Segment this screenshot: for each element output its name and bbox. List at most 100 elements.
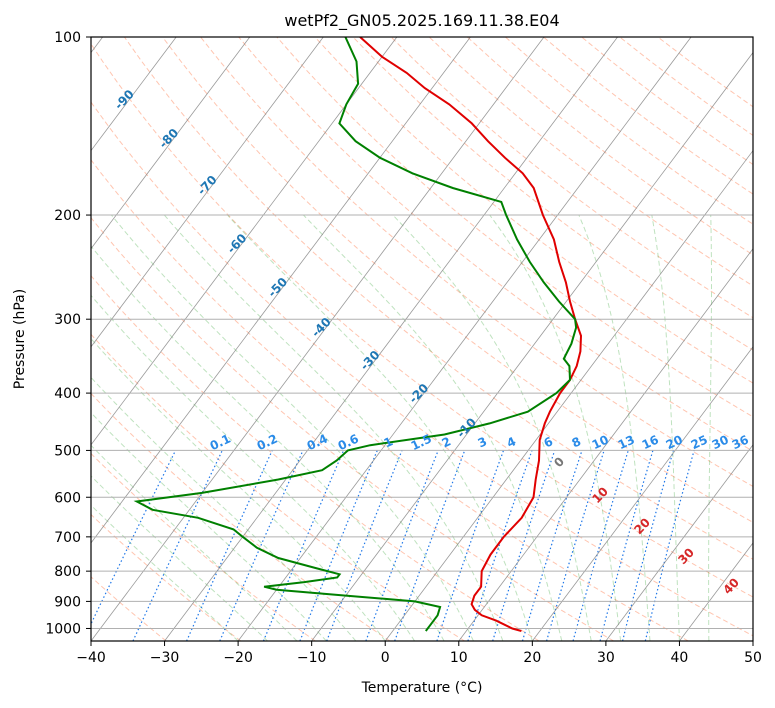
dry-adiabat (123, 37, 753, 560)
mixing-ratio-line (546, 450, 605, 641)
moist-adiabat (578, 214, 651, 641)
mixing-ratio-label: 13 (616, 433, 637, 453)
plot-frame (90, 36, 754, 642)
dry-adiabat-label: -70 (195, 173, 220, 198)
mixing-ratio-line (132, 450, 223, 641)
mixing-ratio-line (572, 450, 629, 641)
dry-adiabat (91, 392, 391, 641)
moist-adiabat-label: 20 (631, 515, 653, 537)
dry-adiabat (91, 159, 689, 641)
isotherm (91, 37, 471, 544)
y-tick-label: 800 (54, 564, 81, 580)
x-tick-label: 40 (671, 650, 689, 666)
mixing-ratio-label: 2 (440, 434, 453, 450)
mixing-ratio-label: 8 (570, 434, 583, 450)
dry-adiabat (91, 101, 753, 637)
dry-adiabat-label: -90 (112, 87, 137, 112)
dry-adiabat (238, 37, 753, 452)
mixing-ratio-line (521, 450, 583, 641)
moist-adiabat (708, 214, 712, 641)
moist-adiabat (91, 475, 268, 641)
moist-adiabat (227, 214, 533, 641)
dry-adiabat-label: -20 (406, 381, 431, 406)
dry-adiabat (466, 37, 753, 256)
moist-adiabat (651, 214, 680, 641)
x-tick-label: 0 (381, 650, 390, 666)
mixing-ratio-label: 20 (664, 433, 685, 453)
y-tick-label: 500 (54, 443, 81, 459)
mixing-ratio-label: 4 (505, 434, 518, 450)
isotherm (605, 444, 753, 641)
isotherm (91, 37, 324, 348)
isotherm (752, 640, 753, 641)
dry-adiabat (91, 333, 465, 641)
isotherm (679, 542, 753, 641)
mixing-ratio-line (91, 450, 177, 626)
moist-adiabat (91, 245, 445, 641)
isotherm (91, 37, 177, 152)
y-tick-label: 200 (54, 208, 81, 224)
chart-title: wetPf2_GN05.2025.169.11.38.E04 (284, 11, 559, 31)
mixing-ratio-label: 16 (640, 433, 661, 453)
isotherm (458, 248, 753, 641)
x-tick-label: 10 (450, 650, 468, 666)
isotherm (91, 37, 545, 641)
mixing-ratio-label: 3 (476, 434, 489, 450)
x-tick-label: −10 (297, 650, 327, 666)
mixing-ratio-line (394, 450, 466, 641)
series-line-1 (133, 37, 578, 632)
mixing-ratio-label: 10 (590, 433, 611, 453)
dry-adiabat (390, 37, 753, 319)
dry-adiabat-label: -10 (454, 415, 479, 440)
dry-adiabat (543, 37, 753, 195)
moist-adiabat-label: 0 (551, 454, 567, 470)
y-tick-label: 1000 (45, 621, 81, 637)
moist-adiabat (163, 214, 504, 641)
mixing-ratio-line (622, 450, 674, 641)
isotherm (311, 51, 753, 641)
dry-adiabat (314, 37, 753, 384)
y-tick-label: 900 (54, 594, 81, 610)
isotherm (532, 346, 753, 641)
dry-adiabat (581, 37, 753, 166)
mixing-ratio-line (467, 450, 533, 641)
dry-adiabat (91, 275, 540, 641)
moist-adiabat (91, 412, 327, 641)
mixing-ratio-line (219, 450, 304, 641)
mixing-ratio-line (436, 450, 505, 641)
dry-adiabat (352, 37, 753, 351)
isotherm (384, 149, 753, 641)
dry-adiabat (91, 576, 167, 641)
mixing-ratio-label: 25 (689, 433, 710, 453)
moist-adiabat-label: 40 (720, 575, 742, 597)
mixing-ratio-label: 30 (710, 433, 731, 453)
dry-adiabat (91, 513, 242, 641)
moist-adiabat (91, 376, 357, 641)
mixing-ratio-line (365, 450, 439, 641)
x-tick-label: 50 (744, 650, 762, 666)
y-tick-label: 400 (54, 386, 81, 402)
dry-adiabat-label: -50 (265, 275, 290, 300)
dry-adiabat (91, 216, 614, 641)
y-tick-label: 300 (54, 312, 81, 328)
isotherm (91, 37, 251, 250)
x-tick-label: 30 (597, 650, 615, 666)
dry-adiabat-label: -40 (309, 315, 334, 340)
dry-adiabat (91, 43, 753, 598)
mixing-ratio-label: 36 (730, 433, 751, 453)
y-tick-label: 600 (54, 490, 81, 506)
x-tick-label: −30 (150, 650, 180, 666)
moist-adiabat (91, 444, 298, 641)
isotherm (237, 37, 692, 641)
moist-adiabat (392, 214, 592, 641)
mixing-ratio-line (186, 450, 273, 641)
dry-adiabat-label: -80 (156, 126, 181, 151)
moist-adiabat (303, 214, 563, 641)
dry-adiabat (505, 37, 753, 225)
mixing-ratio-line (492, 450, 556, 641)
mixing-ratio-line (599, 450, 654, 641)
y-tick-label: 100 (54, 30, 81, 46)
dry-adiabat-label: -100 (61, 50, 92, 81)
moist-adiabat (91, 294, 416, 641)
